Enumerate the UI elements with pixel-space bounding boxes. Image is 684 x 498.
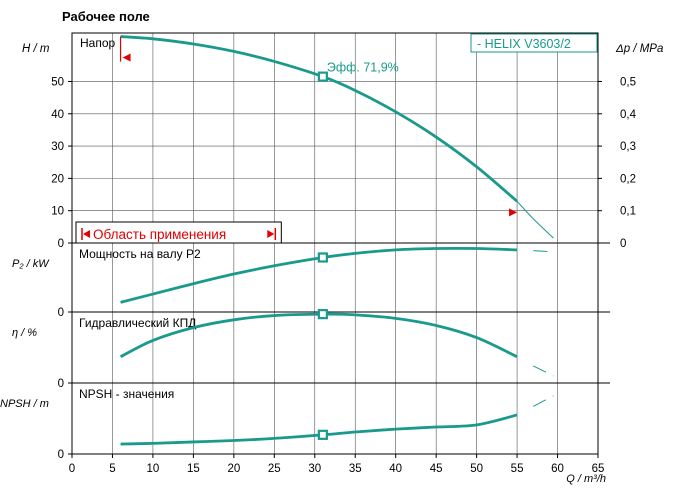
head-end-marker-arrow — [509, 208, 518, 217]
x-tick-label: 30 — [308, 463, 321, 475]
x-tick-label: 60 — [551, 463, 564, 475]
legend-box — [470, 33, 598, 53]
head-start-marker-arrow — [122, 53, 131, 62]
y-tick-label: 0 — [58, 378, 64, 390]
panel-label-efficiency: Гидравлический КПД — [79, 316, 196, 330]
panel-label-power: Мощность на валу P2 — [79, 247, 201, 261]
x-tick-label: 35 — [349, 463, 362, 475]
x-tick-label: 5 — [109, 463, 115, 475]
y-tick-label: 30 — [51, 141, 64, 153]
efficiency-curve-dashed — [533, 365, 554, 377]
head-operating-point — [317, 71, 328, 82]
range-right-arrow — [267, 230, 275, 238]
head-curve-thin — [516, 200, 554, 239]
y-axis-label: P₂ / kW — [12, 258, 50, 270]
application-range-label: Область применения — [93, 227, 226, 242]
power-curve-dashed — [533, 250, 554, 253]
y-tick-label: 0 — [58, 449, 64, 461]
y2-tick-label: 0,2 — [620, 173, 636, 185]
head-curve-solid — [120, 35, 518, 203]
y-tick-label: 0 — [58, 238, 64, 250]
x-tick-label: 25 — [268, 463, 281, 475]
x-tick-label: 55 — [511, 463, 524, 475]
y-axis-label: NPSH / m — [0, 398, 49, 410]
power-operating-point — [317, 252, 328, 263]
x-axis-label: Q / m³/h — [566, 473, 606, 485]
y2-tick-label: 0,3 — [620, 141, 636, 153]
range-left-arrow — [83, 230, 90, 238]
npsh-curve-dashed — [533, 395, 554, 407]
page-title: Рабочее поле — [62, 9, 150, 24]
y-tick-label: 20 — [51, 173, 64, 185]
y-axis-label: H / m — [22, 43, 50, 55]
y-axis-label: η / % — [12, 327, 37, 339]
x-tick-label: 40 — [389, 463, 402, 475]
x-tick-label: 45 — [430, 463, 443, 475]
y2-tick-label: 0,5 — [620, 76, 636, 88]
efficiency-annotation: Эфф. 71,9% — [327, 61, 399, 75]
y2-tick-label: 0,4 — [620, 109, 637, 121]
y-tick-label: 10 — [51, 206, 64, 218]
application-range-box — [75, 221, 282, 244]
x-tick-label: 0 — [69, 463, 75, 475]
panel-label-npsh: NPSH - значения — [79, 387, 174, 401]
y-tick-label: 50 — [51, 76, 64, 88]
x-tick-label: 50 — [470, 463, 483, 475]
x-tick-label: 20 — [227, 463, 240, 475]
y2-tick-label: 0,1 — [620, 206, 636, 218]
npsh-operating-point — [317, 429, 328, 440]
efficiency-operating-point — [317, 309, 328, 320]
y2-tick-label: 0 — [620, 238, 626, 250]
panel-label-head: Напор — [80, 36, 116, 50]
legend-entry: - HELIX V3603/2 — [477, 37, 571, 51]
x-tick-label: 15 — [187, 463, 200, 475]
y2-axis-label: Δp / MPa — [615, 43, 663, 55]
x-tick-label: 10 — [147, 463, 160, 475]
x-tick-label: 65 — [592, 463, 605, 475]
y-tick-label: 40 — [51, 109, 64, 121]
y-tick-label: 0 — [58, 307, 64, 319]
